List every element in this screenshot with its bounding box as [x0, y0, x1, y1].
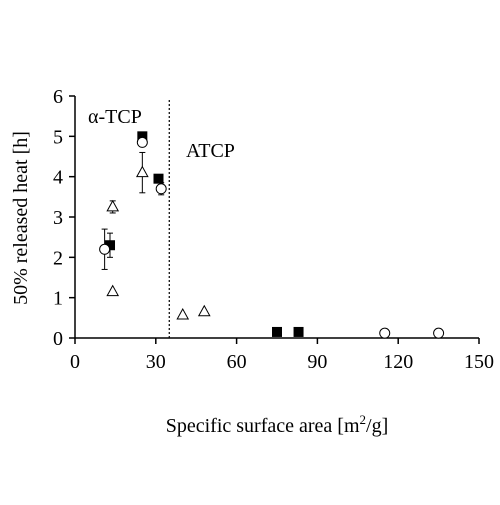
data-point-square	[293, 326, 304, 337]
data-point-circle	[379, 327, 391, 339]
atcp-label: ATCP	[186, 140, 235, 162]
x-axis-title: Specific surface area [m2/g]	[166, 412, 389, 437]
x-tick-label: 30	[146, 351, 166, 373]
x-tick-label: 150	[464, 351, 494, 373]
x-tick-label: 0	[70, 351, 80, 373]
data-point-triangle	[106, 284, 120, 297]
data-point-circle	[136, 136, 148, 148]
data-point-square	[105, 240, 116, 251]
data-point-square	[137, 131, 148, 142]
data-point-circle	[155, 183, 167, 195]
data-point-square	[153, 173, 164, 184]
data-point-square	[272, 326, 282, 337]
x-tick-label: 120	[383, 351, 413, 373]
data-point-triangle	[106, 199, 120, 212]
x-tick-label: 60	[227, 351, 247, 373]
data-point-circle	[99, 243, 111, 255]
data-point-triangle	[197, 304, 211, 317]
alpha-tcp-label: α-TCP	[88, 106, 142, 128]
y-tick-label: 3	[53, 207, 63, 229]
y-tick-label: 4	[53, 167, 63, 189]
data-point-triangle	[135, 165, 149, 178]
y-tick-label: 2	[53, 247, 63, 269]
y-tick-label: 1	[53, 288, 63, 310]
y-tick-label: 6	[53, 86, 63, 108]
x-tick-label: 90	[307, 351, 327, 373]
y-tick-label: 5	[53, 126, 63, 148]
data-point-triangle	[176, 307, 190, 320]
y-axis-title: 50% released heat [h]	[10, 131, 32, 305]
y-tick-label: 0	[53, 328, 63, 350]
data-point-circle	[433, 327, 445, 339]
